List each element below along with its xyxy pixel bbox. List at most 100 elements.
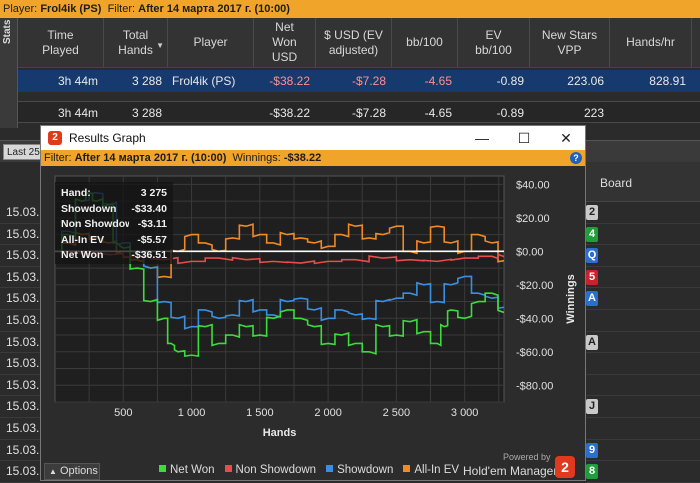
col-label: $ USD (EV adjusted) [324,27,383,57]
maximize-button[interactable]: ☐ [517,130,531,146]
filter-value[interactable]: After 14 марта 2017 г. (10:00) [74,152,227,164]
info-showdown-label: Showdown [61,202,117,215]
cell-hands-hr: 828.91 [649,74,686,88]
legend-item[interactable]: Net Won [159,464,215,476]
x-axis-label: Hands [263,427,297,436]
minimize-button[interactable]: — [475,130,489,146]
cell-bb100: -4.65 [424,106,452,120]
hand-date[interactable]: 15.03. [0,353,40,375]
y-tick-label: -$40.00 [516,313,553,325]
board-row[interactable]: 9 [586,440,700,462]
y-tick-label: $20.00 [516,213,550,225]
board-card: 9 [586,442,598,458]
hand-date[interactable]: 15.03. [0,418,40,440]
player-filter-bar: Player: Frol4ik (PS) Filter: After 14 ма… [0,0,700,18]
cell-hands: 3 288 [131,74,162,88]
board-row[interactable]: Q [586,245,700,267]
y-tick-label: $0.00 [516,246,544,258]
legend-item[interactable]: Showdown [326,464,393,476]
board-row[interactable]: 5 [586,267,700,289]
col-header-player[interactable]: Player [168,18,254,67]
filter-label: Filter: [44,152,72,164]
board-row[interactable] [586,310,700,332]
board-row[interactable]: A [586,332,700,354]
options-button[interactable]: ▲ Options [44,463,100,480]
board-row[interactable]: 2 [586,202,700,224]
results-chart[interactable]: $40.00 $20.00 $0.00 -$20.00 -$40.00 -$60.00 -$… [41,166,587,436]
col-label: Player [193,35,228,49]
col-header-time-played[interactable]: Time Played [18,18,104,67]
hand-date[interactable]: 15.03. [0,440,40,462]
legend-swatch [403,465,411,473]
col-header-hands-hr[interactable]: Hands/hr [610,18,692,67]
help-icon[interactable]: ? [570,152,582,164]
info-showdown-value: -$33.40 [131,202,167,215]
col-header-ev-bb100[interactable]: EV bb/100 [458,18,530,67]
y-tick-label: -$60.00 [516,347,553,359]
board-row[interactable] [586,418,700,440]
cell-ev-bb100: -0.89 [496,74,524,88]
board-card: 2 [586,205,598,220]
window-titlebar[interactable]: 2 Results Graph — ☐ ✕ [41,126,585,150]
board-label: Board [600,176,633,190]
board-card: 8 [586,464,598,480]
board-row[interactable]: J [586,396,700,418]
board-row[interactable]: 4 [586,224,700,246]
x-tick-label: 2 000 [314,407,342,419]
legend-item[interactable]: Non Showdown [224,464,316,476]
brand-name: Hold'em Manager [463,464,558,478]
col-header-ev-adjusted[interactable]: $ USD (EV adjusted) [316,18,392,67]
y-tick-label: -$80.00 [516,380,553,392]
filter-value[interactable]: After 14 марта 2017 г. (10:00) [138,3,290,15]
info-nonshowdown-value: -$3.11 [137,218,167,230]
legend-swatch [159,465,166,473]
cell-player: Frol4ik (PS) [172,74,236,88]
hand-date[interactable]: 15.03. [0,245,40,267]
hand-date[interactable]: 15.03. [0,375,40,397]
winnings-label: Winnings: [232,152,281,164]
cell-vpp: 223.06 [567,74,604,88]
x-tick-label: 1 500 [246,407,274,419]
col-header-net-won[interactable]: Net Won USD [254,18,316,67]
cell-net-won: -$38.22 [269,74,310,88]
cell-player [168,102,254,122]
col-header-vpp[interactable]: New Stars VPP [530,18,610,67]
col-label: New Stars VPP [541,27,598,57]
col-header-board[interactable]: Board [586,162,700,202]
legend-label: Net Won [170,464,215,476]
y-tick-label: $40.00 [516,179,550,191]
board-card: A [586,291,598,307]
stats-side-tab[interactable]: Stats [0,18,18,128]
hand-date[interactable]: 15.03. [0,288,40,310]
sort-desc-icon: ▼ [156,41,164,50]
col-header-bb100[interactable]: bb/100 [392,18,458,67]
hand-date[interactable]: 15.03. [0,396,40,418]
table-row-selected[interactable]: 3h 44m 3 288 Frol4ik (PS) -$38.22 -$7.28… [18,70,700,92]
hover-info-box: Hand:3 275 Showdown-$33.40 Non Showdown-… [55,182,173,264]
board-row[interactable] [586,375,700,397]
hm2-logo-icon: 2 [48,131,62,145]
hand-date[interactable]: 15.03. [0,224,40,246]
y-tick-label: -$20.00 [516,280,553,292]
board-row[interactable]: 8 [586,461,700,483]
hand-date[interactable]: 15.03. [0,332,40,354]
player-name[interactable]: Frol4ik (PS) [40,3,102,15]
col-header-total-hands[interactable]: Total Hands ▼ [104,18,168,67]
hand-date[interactable]: 15.03. [0,202,40,224]
stats-tab-label: Stats [2,19,13,44]
x-tick-label: 3 000 [451,407,479,419]
board-card: 4 [586,226,598,242]
last-hands-dropdown[interactable]: Last 25 [3,144,44,160]
legend-item[interactable]: All-In EV [403,464,459,476]
board-row[interactable] [586,353,700,375]
hand-date[interactable]: 15.03. [0,461,40,483]
cell-ev-bb100: -0.89 [496,106,524,120]
hand-date[interactable]: 15.03. [0,267,40,289]
graph-filter-bar: Filter: After 14 марта 2017 г. (10:00) W… [41,150,585,166]
hand-date[interactable]: 15.03. [0,310,40,332]
close-button[interactable]: ✕ [560,130,572,146]
options-label: Options [59,465,98,477]
cell-time: 3h 44m [57,74,98,88]
board-row[interactable]: A [586,288,700,310]
info-netwon-value: -$36.51 [131,249,167,261]
